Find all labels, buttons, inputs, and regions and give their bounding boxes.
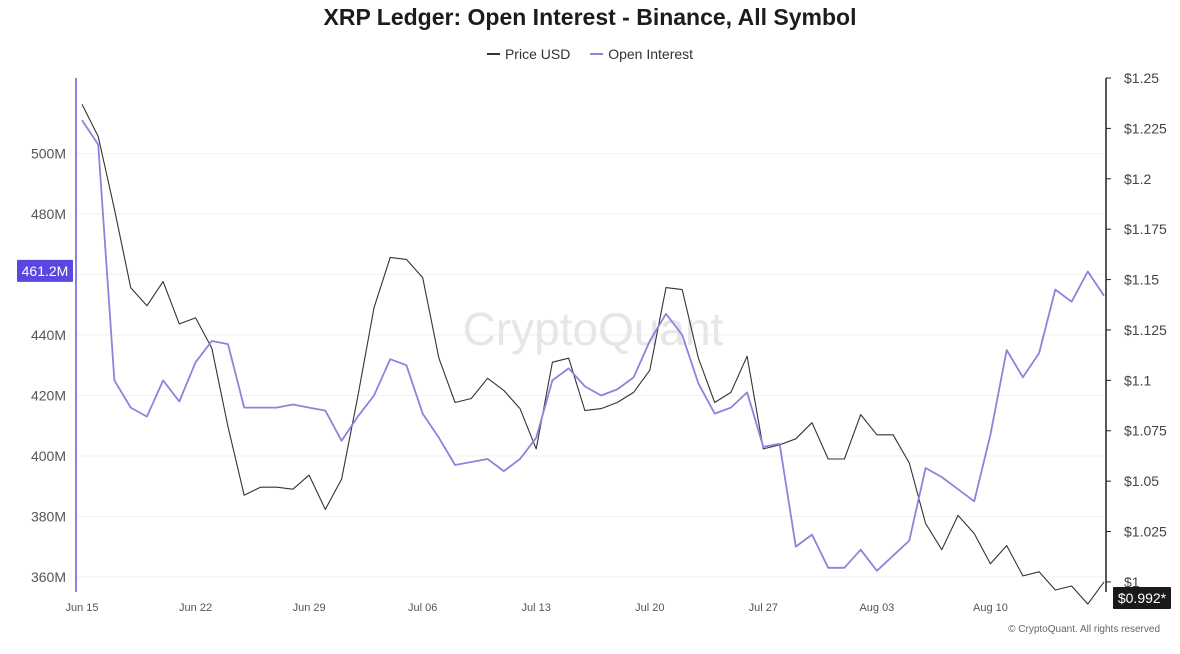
right-tick-label-1: $1.025	[1124, 524, 1167, 540]
legend-swatch-open-interest	[590, 53, 604, 55]
left-tick-label-2: 400M	[31, 448, 66, 464]
chart-legend: Price USD Open Interest	[0, 42, 1180, 62]
legend-item-price[interactable]: Price USD	[486, 46, 571, 62]
x-tick-label-8: Aug 10	[973, 602, 1008, 614]
left-tick-label-4: 440M	[31, 327, 66, 343]
x-tick-label-3: Jul 06	[408, 602, 437, 614]
right-tick-label-2: $1.05	[1124, 473, 1159, 489]
legend-label-price: Price USD	[504, 46, 571, 62]
left-current-badge-label: 461.2M	[22, 263, 69, 279]
right-tick-label-3: $1.075	[1124, 423, 1167, 439]
right-current-badge-label: $0.992*	[1118, 590, 1167, 606]
left-current-badge	[17, 259, 73, 282]
x-tick-label-7: Aug 03	[859, 602, 894, 614]
series-line-price-usd	[81, 103, 1105, 605]
x-tick-label-1: Jun 22	[179, 602, 212, 614]
copyright-footer: © CryptoQuant. All rights reserved	[1008, 624, 1160, 635]
right-tick-label-9: $1.225	[1124, 120, 1167, 136]
right-tick-label-4: $1.1	[1124, 372, 1151, 388]
left-tick-label-1: 380M	[31, 508, 66, 524]
right-current-badge	[1113, 587, 1171, 610]
right-tick-label-5: $1.125	[1124, 322, 1167, 338]
right-tick-label-10: $1.25	[1124, 70, 1159, 86]
left-tick-label-7: 500M	[31, 146, 66, 162]
x-tick-label-5: Jul 20	[635, 602, 664, 614]
left-tick-label-6: 480M	[31, 206, 66, 222]
legend-swatch-price	[486, 53, 500, 55]
left-tick-label-3: 420M	[31, 387, 66, 403]
right-tick-label-6: $1.15	[1124, 272, 1159, 288]
chart-title: XRP Ledger: Open Interest - Binance, All…	[323, 4, 857, 30]
right-tick-label-8: $1.2	[1124, 171, 1151, 187]
x-tick-label-6: Jul 27	[749, 602, 778, 614]
legend-label-open-interest: Open Interest	[608, 46, 694, 62]
x-tick-label-0: Jun 15	[65, 602, 98, 614]
series-line-open-interest	[81, 119, 1105, 572]
legend-item-open-interest[interactable]: Open Interest	[590, 46, 693, 62]
right-tick-label-7: $1.175	[1124, 221, 1167, 237]
left-tick-label-0: 360M	[31, 569, 66, 585]
x-tick-label-2: Jun 29	[293, 602, 326, 614]
x-tick-label-4: Jul 13	[522, 602, 551, 614]
right-tick-label-0: $1	[1124, 574, 1140, 590]
watermark: CryptoQuant	[463, 303, 724, 355]
